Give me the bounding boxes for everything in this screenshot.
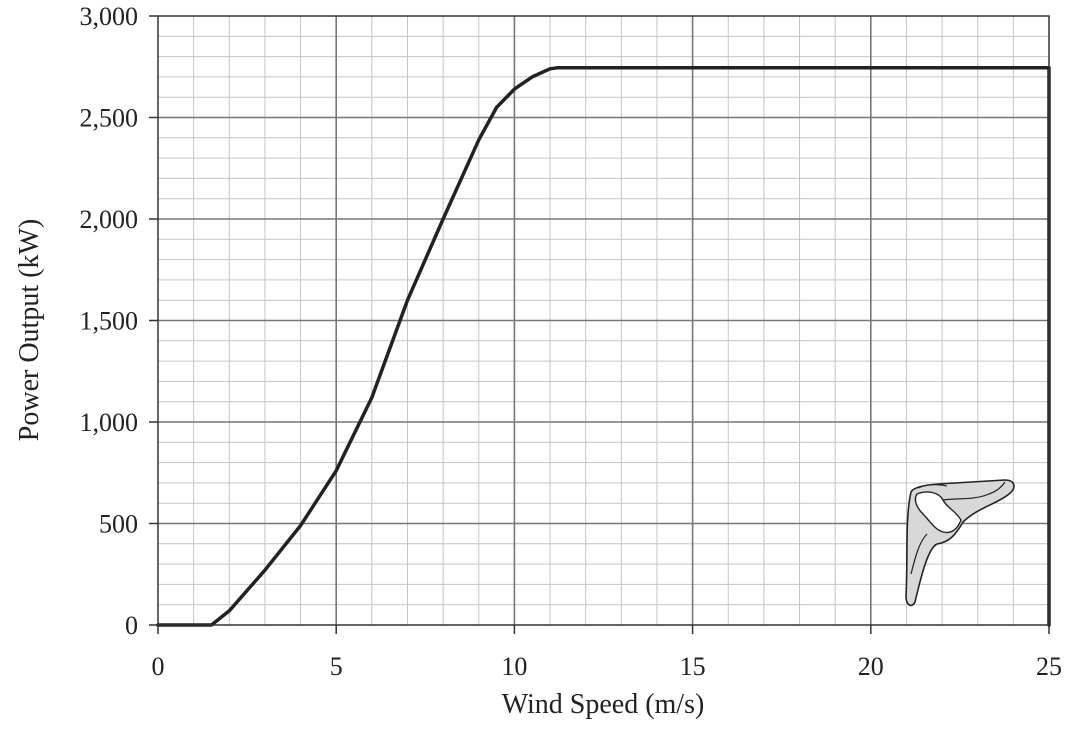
x-tick-label: 25 bbox=[1036, 652, 1062, 681]
x-tick-label: 0 bbox=[152, 652, 165, 681]
x-axis-title: Wind Speed (m/s) bbox=[502, 689, 705, 720]
y-tick-label: 1,500 bbox=[80, 307, 139, 336]
major-grid bbox=[158, 16, 1049, 625]
tick-labels: 0 5 10 15 20 25 0 500 1,000 1,500 2,000 2,500 3,000 bbox=[80, 2, 1063, 681]
x-tick-label: 15 bbox=[680, 652, 706, 681]
y-tick-label: 0 bbox=[125, 611, 138, 640]
x-tick-label: 10 bbox=[501, 652, 527, 681]
plot-frame bbox=[157, 15, 1050, 626]
y-axis-title: Power Output (kW) bbox=[14, 219, 45, 441]
y-tick-label: 500 bbox=[99, 510, 138, 539]
y-tick-label: 3,000 bbox=[80, 2, 139, 31]
x-tick-label: 5 bbox=[330, 652, 343, 681]
turbine-blade-icon bbox=[905, 479, 1015, 607]
power-curve-line bbox=[156, 66, 1051, 627]
y-tick-label: 2,500 bbox=[80, 104, 139, 133]
x-tick-label: 20 bbox=[858, 652, 884, 681]
y-tick-label: 1,000 bbox=[80, 408, 139, 437]
y-tick-label: 2,000 bbox=[80, 205, 139, 234]
